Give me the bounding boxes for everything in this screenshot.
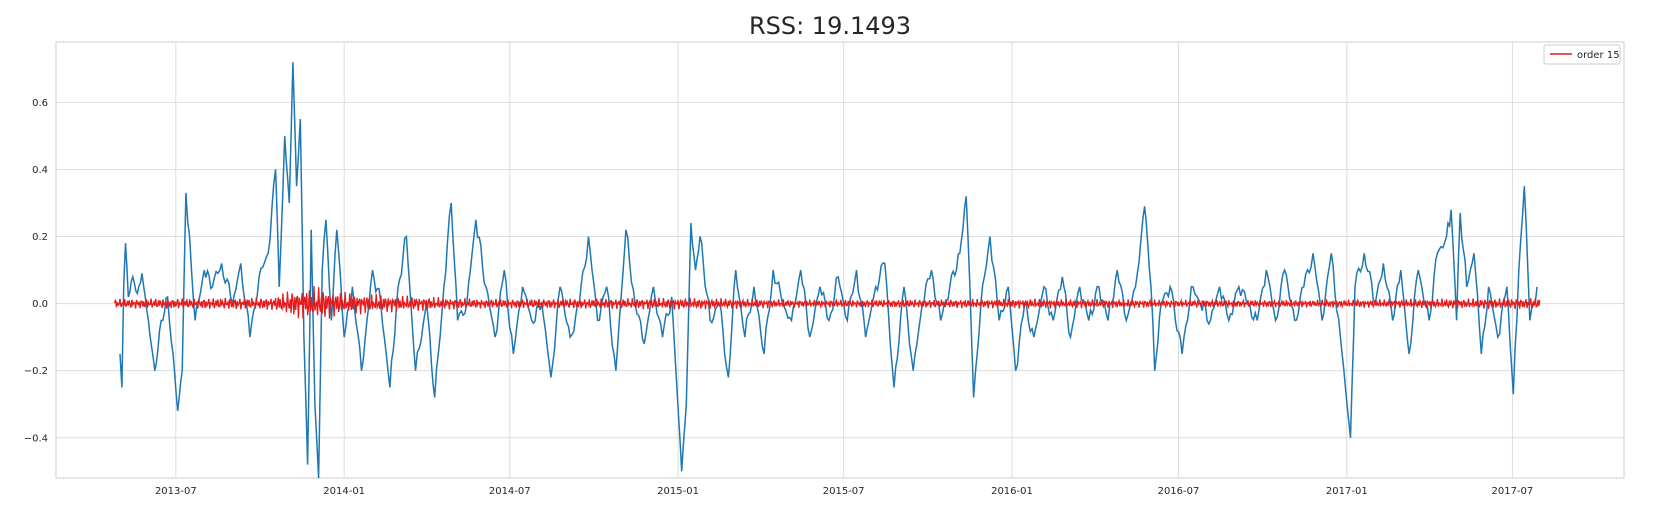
y-tick-label: 0.4 [32, 165, 48, 176]
x-tick-label: 2014-01 [323, 486, 365, 497]
y-tick-label: −0.2 [24, 366, 48, 377]
chart-title: RSS: 19.1493 [749, 12, 911, 40]
x-tick-label: 2014-07 [489, 486, 531, 497]
y-tick-label: 0.0 [32, 299, 48, 310]
x-tick-label: 2016-01 [991, 486, 1033, 497]
x-tick-label: 2017-07 [1491, 486, 1533, 497]
y-tick-label: −0.4 [24, 433, 48, 444]
series-lines [113, 62, 1541, 479]
legend-label-order-15: order 15 [1577, 50, 1620, 61]
x-tick-label: 2013-07 [155, 486, 197, 497]
x-tick-label: 2015-07 [823, 486, 865, 497]
series-line-order-15 [113, 285, 1541, 319]
x-tick-label: 2015-01 [657, 486, 699, 497]
y-tick-label: 0.2 [32, 232, 48, 243]
y-axis-tick-labels: −0.4 −0.2 0.0 0.2 0.4 0.6 [24, 98, 48, 444]
x-tick-label: 2016-07 [1158, 486, 1200, 497]
legend: order 15 [1543, 44, 1621, 65]
series-line-blue [119, 62, 1538, 479]
x-tick-label: 2017-01 [1326, 486, 1368, 497]
y-tick-label: 0.6 [32, 98, 48, 109]
legend-box [1543, 44, 1621, 65]
plot-area [55, 41, 1625, 479]
x-axis-tick-labels: 2013-07 2014-01 2014-07 2015-01 2015-07 2016-… [155, 486, 1533, 497]
